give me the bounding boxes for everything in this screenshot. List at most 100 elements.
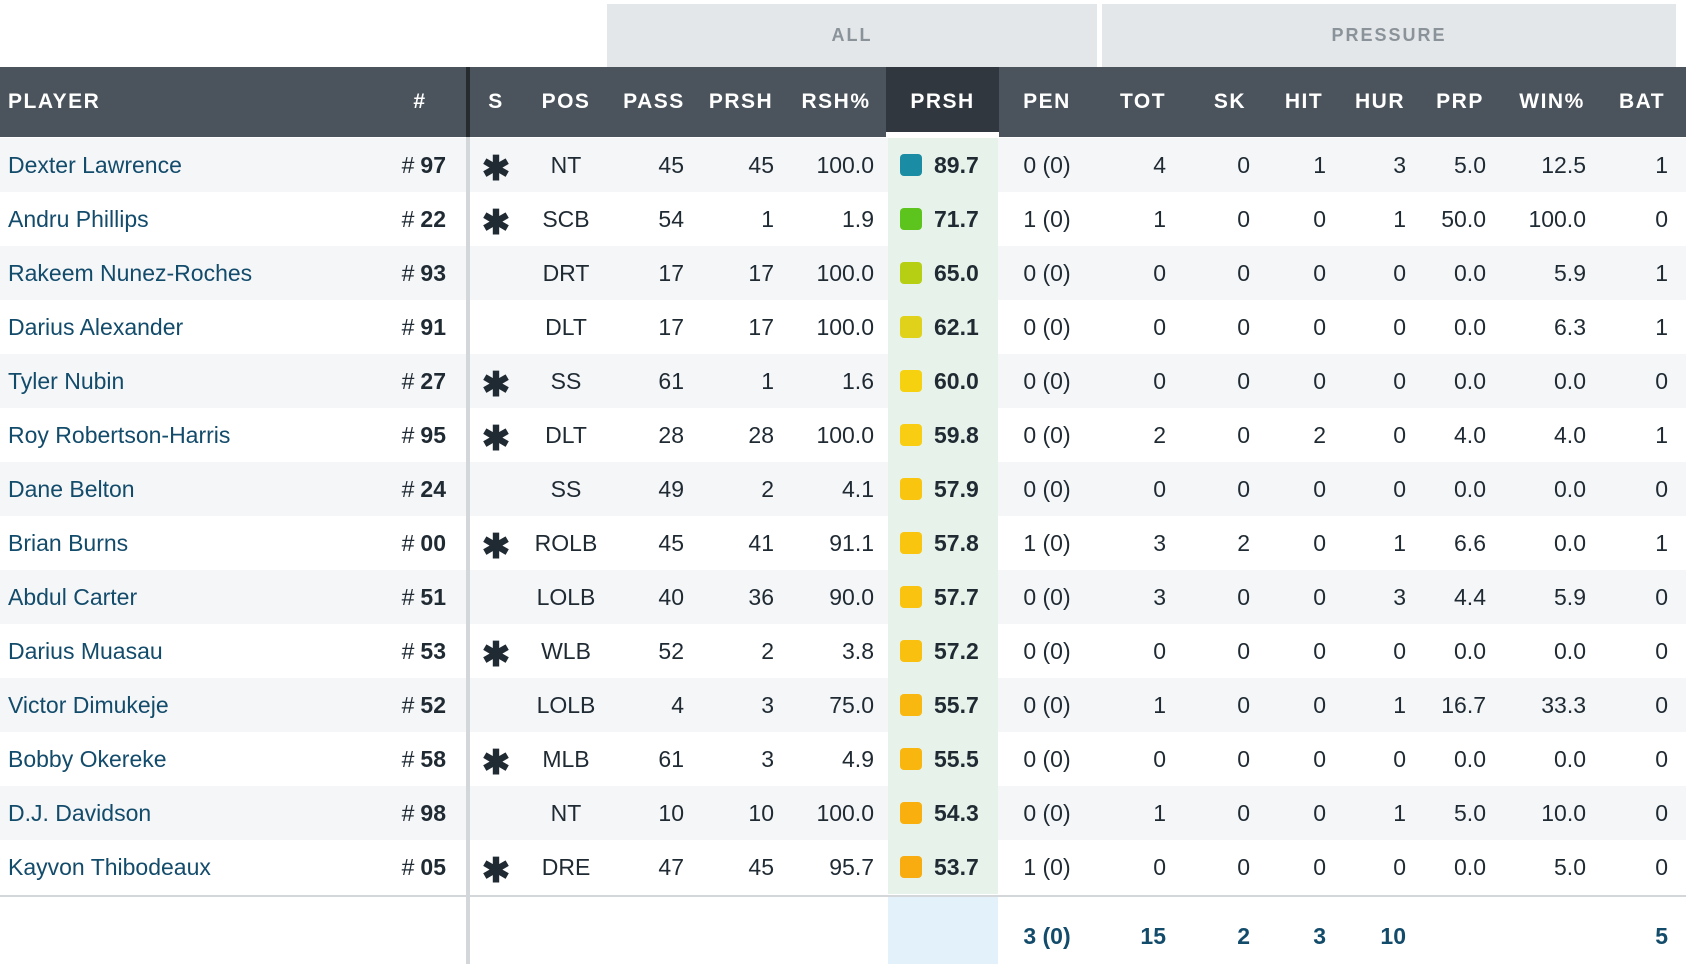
starter-indicator: ✱ [470,192,522,246]
player-name-link[interactable]: Dane Belton [8,475,135,502]
cell-hur: 0 [1393,313,1406,340]
player-name-link[interactable]: Roy Robertson-Harris [8,421,231,448]
cell-pass: 49 [658,475,684,502]
col-header-pos[interactable]: POS [541,90,591,113]
grade-color-chip [900,370,922,392]
cell-hit: 0 [1313,799,1326,826]
cell-win-pct: 0.0 [1554,637,1586,664]
col-header-sk[interactable]: SK [1213,90,1247,113]
cell-bat: 0 [1655,691,1668,718]
cell-tot: 0 [1153,745,1166,772]
cell-prp: 16.7 [1441,691,1486,718]
cell-rsh-pct: 4.1 [842,475,874,502]
grade-value: 53.7 [934,853,979,880]
cell-sk: 0 [1237,421,1250,448]
cell-pen: 0 (0) [1023,745,1071,772]
cell-rsh-pct: 100.0 [816,799,874,826]
player-name-link[interactable]: Abdul Carter [8,583,138,610]
cell-sk: 0 [1237,853,1250,880]
player-name-link[interactable]: Rakeem Nunez-Roches [8,259,253,286]
col-header-prp[interactable]: PRP [1436,90,1484,113]
cell-rsh-pct: 1.9 [842,205,874,232]
player-name-link[interactable]: Darius Muasau [8,637,163,664]
prsh-grade-cell: 89.7 [888,138,998,192]
table-row: Darius Alexander #91 DLT 17 17 100.0 0 (0) 0 0 0 0… [0,300,1686,354]
cell-hit: 0 [1313,583,1326,610]
player-name-link[interactable]: Bobby Okereke [8,745,167,772]
col-header-rsh-pct[interactable]: RSH% [801,90,871,113]
player-name-link[interactable]: D.J. Davidson [8,799,152,826]
grade-value: 59.8 [934,421,979,448]
total-pen: 3 (0) [1023,922,1071,949]
player-name-link[interactable]: Brian Burns [8,529,129,556]
cell-prsh-snaps: 10 [748,799,774,826]
cell-hur: 0 [1393,853,1406,880]
cell-rsh-pct: 100.0 [816,259,874,286]
player-name-link[interactable]: Dexter Lawrence [8,151,182,178]
table-row: Abdul Carter #51 LOLB 40 36 90.0 0 (0) 3 0 0 3 4.4 5… [0,570,1686,624]
player-name-link[interactable]: Tyler Nubin [8,367,125,394]
player-name-link[interactable]: Darius Alexander [8,313,184,340]
col-header-prsh-snaps[interactable]: PRSH [708,90,774,113]
grade-value: 57.8 [934,529,979,556]
cell-rsh-pct: 75.0 [829,691,874,718]
cell-hit: 0 [1313,367,1326,394]
col-header-pen[interactable]: PEN [1023,90,1071,113]
group-header-all: ALL [607,4,1097,67]
col-header-hit[interactable]: HIT [1284,90,1324,113]
starter-indicator: ✱ [470,516,522,570]
player-name-link[interactable]: Kayvon Thibodeaux [8,853,211,880]
cell-pen: 1 (0) [1023,853,1071,880]
col-header-player[interactable]: PLAYER [8,90,101,113]
cell-pos: SS [550,475,582,502]
jersey-number-value: 93 [420,259,446,286]
cell-hur: 0 [1393,475,1406,502]
col-header-prsh-grade[interactable]: PRSH [886,67,999,137]
cell-hur: 0 [1393,637,1406,664]
total-hit: 3 [1313,922,1326,949]
cell-pen: 0 (0) [1023,691,1071,718]
cell-pos: DLT [545,313,587,340]
jersey-hash: # [401,745,415,772]
table-row: Tyler Nubin #27 ✱ SS 61 1 1.6 0 (0) 0 0 0 0 0.0 0.0 0 6… [0,354,1686,408]
col-header-win-pct[interactable]: WIN% [1519,90,1585,113]
col-header-tot[interactable]: TOT [1119,90,1167,113]
starter-indicator: ✱ [470,138,522,192]
cell-sk: 0 [1237,799,1250,826]
cell-rsh-pct: 95.7 [829,853,874,880]
jersey-hash: # [401,529,415,556]
cell-pen: 0 (0) [1023,367,1071,394]
asterisk-icon: ✱ [481,204,511,242]
cell-win-pct: 0.0 [1554,475,1586,502]
cell-pen: 0 (0) [1023,151,1071,178]
cell-prsh-snaps: 1 [761,205,774,232]
cell-bat: 0 [1655,367,1668,394]
cell-pass: 28 [658,421,684,448]
cell-sk: 0 [1237,313,1250,340]
grade-color-chip [900,640,922,662]
col-header-hur[interactable]: HUR [1355,90,1405,113]
cell-win-pct: 33.3 [1541,691,1586,718]
jersey-hash: # [401,259,415,286]
player-name-link[interactable]: Andru Phillips [8,205,149,232]
cell-win-pct: 0.0 [1554,529,1586,556]
jersey-number: #51 [360,570,446,624]
grade-color-chip [900,586,922,608]
cell-prp: 0.0 [1454,313,1486,340]
player-name-link[interactable]: Victor Dimukeje [8,691,169,718]
col-header-pass[interactable]: PASS [623,90,685,113]
col-header-number[interactable]: # [413,90,427,113]
starter-indicator [470,570,522,624]
col-header-starter[interactable]: S [488,90,504,113]
jersey-number: #00 [360,516,446,570]
grade-color-chip [900,802,922,824]
cell-tot: 0 [1153,367,1166,394]
cell-prsh-snaps: 3 [761,745,774,772]
jersey-number: #95 [360,408,446,462]
cell-pass: 45 [658,529,684,556]
col-header-bat[interactable]: BAT [1618,90,1666,113]
cell-prp: 0.0 [1454,475,1486,502]
total-sk: 2 [1237,922,1250,949]
grade-color-chip [900,208,922,230]
prsh-grade-cell: 71.7 [888,192,998,246]
